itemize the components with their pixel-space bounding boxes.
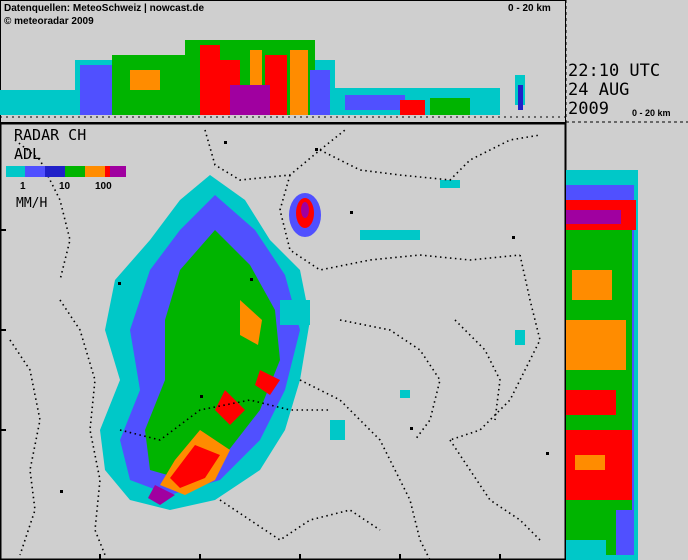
date-label: 24 AUG xyxy=(568,80,630,100)
legend-subtitle: ADL xyxy=(14,145,42,163)
city-markers xyxy=(60,141,549,493)
legend-unit: MM/H xyxy=(16,196,48,211)
legend-title: RADAR CH xyxy=(14,126,87,144)
map-frame-ticks xyxy=(0,229,501,560)
side-range-label: 0 - 20 km xyxy=(632,108,671,118)
legend-swatch xyxy=(25,166,45,177)
legend-swatch xyxy=(45,166,65,177)
year-label: 2009 xyxy=(568,99,609,119)
map-borders xyxy=(9,129,541,560)
copyright-text: © meteoradar 2009 xyxy=(4,16,94,27)
time-label: 22:10 UTC xyxy=(568,61,661,81)
legend-tick-1: 1 xyxy=(20,181,26,192)
map-echoes xyxy=(100,175,525,510)
legend-swatch xyxy=(65,166,85,177)
legend-tick-100: 100 xyxy=(95,181,112,192)
source-credit: Datenquellen: MeteoSchweiz | nowcast.de xyxy=(4,3,205,14)
top-profile-echoes xyxy=(0,40,525,115)
right-profile-echoes xyxy=(566,170,638,560)
top-range-label: 0 - 20 km xyxy=(508,3,551,14)
legend-swatch-top xyxy=(110,166,126,177)
legend-swatch xyxy=(85,166,105,177)
legend-swatches xyxy=(6,166,126,177)
legend-tick-10: 10 xyxy=(59,181,71,192)
legend-swatch xyxy=(6,166,25,177)
